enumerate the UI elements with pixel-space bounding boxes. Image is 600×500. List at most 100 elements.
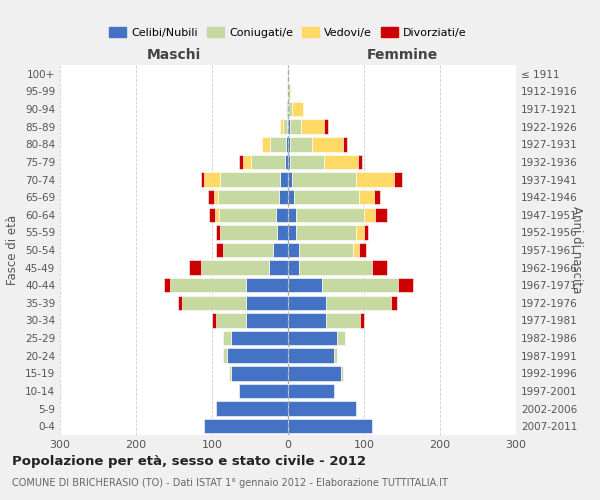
Bar	[216, 243, 223, 257]
Bar	[239, 384, 288, 398]
Bar	[277, 225, 288, 240]
Bar	[231, 366, 288, 380]
Bar	[394, 172, 402, 186]
Bar	[324, 120, 328, 134]
Bar	[220, 225, 277, 240]
Bar	[288, 102, 292, 117]
Bar	[279, 190, 288, 204]
Bar	[288, 120, 290, 134]
Bar	[216, 402, 288, 416]
Bar	[262, 137, 270, 152]
Bar	[391, 296, 397, 310]
Bar	[360, 314, 364, 328]
Bar	[231, 331, 288, 345]
Bar	[299, 260, 371, 275]
Bar	[290, 84, 291, 98]
Bar	[326, 314, 360, 328]
Bar	[273, 243, 288, 257]
Y-axis label: Anni di nascita: Anni di nascita	[570, 206, 583, 294]
Bar	[288, 296, 326, 310]
Bar	[223, 348, 227, 363]
Bar	[358, 154, 362, 169]
Bar	[290, 120, 301, 134]
Bar	[356, 225, 364, 240]
Bar	[209, 208, 215, 222]
Bar	[359, 190, 374, 204]
Bar	[288, 419, 371, 434]
Text: Popolazione per età, sesso e stato civile - 2012: Popolazione per età, sesso e stato civil…	[12, 455, 366, 468]
Bar	[374, 190, 380, 204]
Bar	[218, 190, 279, 204]
Text: Maschi: Maschi	[147, 48, 201, 62]
Legend: Celibi/Nubili, Coniugati/e, Vedovi/e, Divorziati/e: Celibi/Nubili, Coniugati/e, Vedovi/e, Di…	[105, 22, 471, 42]
Bar	[288, 84, 290, 98]
Bar	[334, 348, 337, 363]
Bar	[215, 208, 219, 222]
Bar	[292, 172, 356, 186]
Bar	[364, 208, 376, 222]
Bar	[280, 172, 288, 186]
Bar	[178, 296, 182, 310]
Bar	[286, 102, 287, 117]
Bar	[359, 243, 366, 257]
Bar	[326, 296, 391, 310]
Bar	[337, 331, 345, 345]
Bar	[288, 225, 296, 240]
Bar	[398, 278, 413, 292]
Bar	[288, 384, 334, 398]
Bar	[208, 190, 214, 204]
Bar	[200, 260, 269, 275]
Bar	[364, 225, 368, 240]
Bar	[288, 260, 299, 275]
Bar	[285, 154, 288, 169]
Bar	[205, 172, 220, 186]
Bar	[227, 348, 288, 363]
Bar	[288, 137, 290, 152]
Bar	[287, 102, 288, 117]
Bar	[182, 296, 246, 310]
Bar	[287, 120, 288, 134]
Bar	[243, 154, 251, 169]
Bar	[290, 154, 324, 169]
Bar	[288, 348, 334, 363]
Bar	[294, 190, 359, 204]
Bar	[200, 172, 205, 186]
Bar	[288, 366, 341, 380]
Bar	[189, 260, 200, 275]
Bar	[223, 331, 231, 345]
Bar	[288, 331, 337, 345]
Bar	[246, 314, 288, 328]
Bar	[280, 120, 283, 134]
Bar	[219, 208, 276, 222]
Bar	[170, 278, 246, 292]
Y-axis label: Fasce di età: Fasce di età	[7, 215, 19, 285]
Bar	[283, 120, 287, 134]
Bar	[356, 172, 394, 186]
Bar	[288, 243, 299, 257]
Bar	[276, 208, 288, 222]
Bar	[301, 120, 324, 134]
Bar	[286, 137, 288, 152]
Bar	[371, 260, 387, 275]
Bar	[214, 190, 218, 204]
Bar	[313, 137, 343, 152]
Bar	[288, 172, 292, 186]
Bar	[299, 243, 353, 257]
Bar	[270, 137, 286, 152]
Bar	[343, 137, 347, 152]
Bar	[220, 172, 280, 186]
Bar	[322, 278, 398, 292]
Bar	[353, 243, 359, 257]
Bar	[296, 225, 356, 240]
Text: Femmine: Femmine	[367, 48, 437, 62]
Bar	[223, 243, 273, 257]
Bar	[246, 278, 288, 292]
Bar	[212, 314, 216, 328]
Bar	[288, 402, 356, 416]
Bar	[216, 225, 220, 240]
Bar	[376, 208, 387, 222]
Bar	[246, 296, 288, 310]
Bar	[296, 208, 364, 222]
Bar	[324, 154, 358, 169]
Bar	[269, 260, 288, 275]
